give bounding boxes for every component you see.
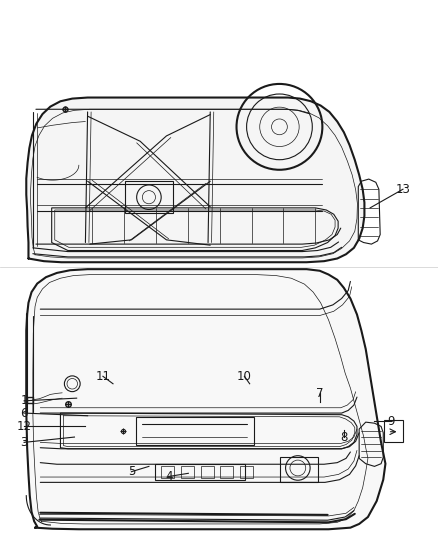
Polygon shape (26, 98, 364, 262)
Text: 4: 4 (165, 470, 173, 483)
Text: 3: 3 (21, 436, 28, 449)
Text: 5: 5 (128, 465, 135, 478)
Text: 10: 10 (237, 370, 252, 383)
Text: 12: 12 (17, 420, 32, 433)
Text: 9: 9 (387, 415, 395, 427)
Text: 1: 1 (20, 394, 28, 407)
Text: 13: 13 (396, 183, 410, 196)
Text: 8: 8 (340, 431, 347, 443)
Text: 6: 6 (20, 407, 28, 419)
Text: 7: 7 (316, 387, 324, 400)
Text: 11: 11 (95, 370, 110, 383)
Polygon shape (26, 269, 385, 529)
